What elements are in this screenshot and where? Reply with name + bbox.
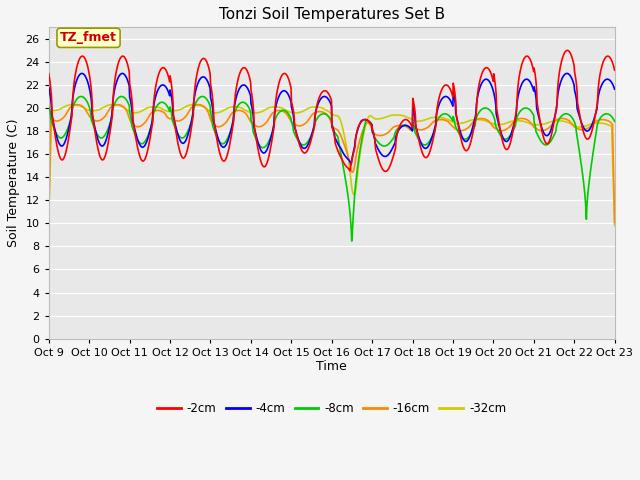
Text: TZ_fmet: TZ_fmet [60,31,117,44]
Legend: -2cm, -4cm, -8cm, -16cm, -32cm: -2cm, -4cm, -8cm, -16cm, -32cm [152,397,511,420]
Title: Tonzi Soil Temperatures Set B: Tonzi Soil Temperatures Set B [219,7,445,22]
X-axis label: Time: Time [316,360,347,373]
Y-axis label: Soil Temperature (C): Soil Temperature (C) [7,119,20,247]
